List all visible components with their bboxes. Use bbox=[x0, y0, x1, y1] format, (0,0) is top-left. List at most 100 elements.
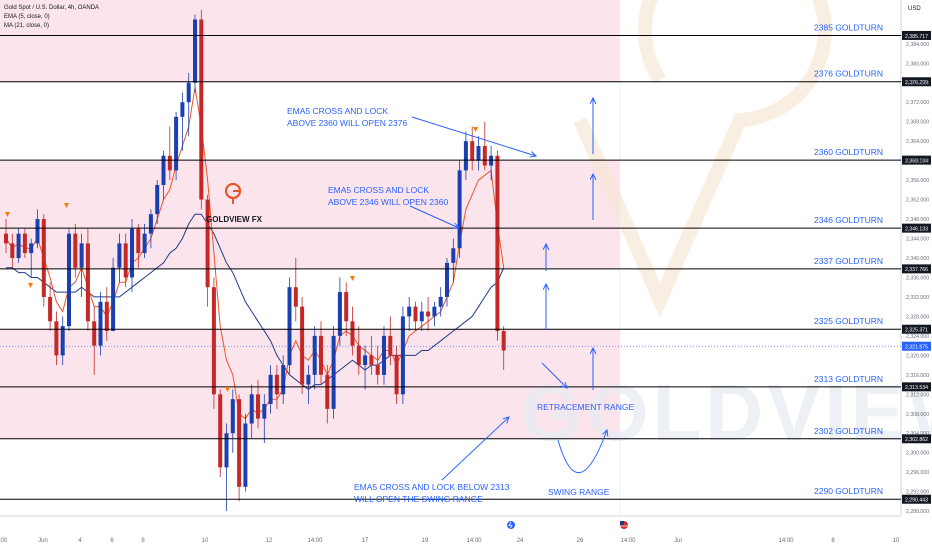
candle-body bbox=[16, 233, 21, 258]
y-tick-label: 2,288.000 bbox=[906, 509, 929, 515]
candle-body bbox=[268, 374, 273, 405]
candle bbox=[54, 311, 59, 366]
goldturn-label: 2346 GOLDTURN bbox=[814, 215, 883, 225]
x-tick-label: 14:00 bbox=[778, 538, 794, 544]
candle bbox=[407, 296, 412, 332]
candle-body bbox=[155, 184, 160, 215]
marker-triangle-5 bbox=[473, 127, 478, 132]
candle-body bbox=[262, 404, 267, 419]
candle-body bbox=[463, 141, 468, 171]
candle bbox=[117, 233, 122, 283]
annotations: GOLDVIEW FX EMA5 CROSS AND LOCK ABOVE 23… bbox=[5, 98, 634, 504]
candle bbox=[489, 146, 494, 181]
marker-triangle-3 bbox=[225, 387, 230, 392]
candle-body bbox=[205, 199, 210, 288]
goldturn-label: 2302 GOLDTURN bbox=[814, 426, 883, 436]
y-tick-label: 2,300.000 bbox=[906, 451, 929, 457]
y-tick-label: 2,364.000 bbox=[906, 139, 929, 145]
candle-body bbox=[331, 335, 336, 409]
candle bbox=[382, 326, 386, 385]
candle bbox=[35, 209, 40, 249]
candle-body bbox=[54, 321, 59, 356]
retracement-range-label: RETRACEMENT RANGE bbox=[537, 402, 634, 412]
ema-indicator-label[interactable]: EMA (5, close, 0) bbox=[4, 14, 50, 20]
goldturn-label: 2360 GOLDTURN bbox=[814, 147, 883, 157]
candle-body bbox=[48, 296, 53, 322]
candle-body bbox=[22, 233, 27, 254]
candle bbox=[167, 126, 172, 181]
level-price-tag bbox=[902, 155, 931, 165]
candle-body bbox=[400, 316, 405, 395]
candle-body bbox=[4, 233, 8, 244]
candle-body bbox=[369, 355, 374, 366]
candle-body bbox=[186, 82, 191, 103]
y-tick-label: 2,384.000 bbox=[906, 42, 929, 48]
ma-indicator-label[interactable]: MA (21, close, 0) bbox=[4, 23, 50, 29]
symbol-title[interactable]: Gold Spot / U.S. Dollar, 4h, OANDA bbox=[4, 5, 100, 11]
x-tick-label: 24 bbox=[517, 538, 524, 544]
candle bbox=[262, 394, 267, 443]
candle-body bbox=[337, 292, 342, 336]
candle-body bbox=[29, 243, 34, 254]
candle bbox=[4, 219, 8, 254]
candle-body bbox=[85, 243, 90, 322]
annotation-ema-2376-line1: EMA5 CROSS AND LOCK bbox=[287, 106, 388, 116]
zone-1 bbox=[0, 160, 620, 269]
candle-body bbox=[274, 374, 279, 395]
marker-triangle-4 bbox=[350, 276, 355, 281]
candle bbox=[325, 365, 330, 424]
x-tick-label: 14:00 bbox=[466, 538, 482, 544]
x-tick-label: 12 bbox=[266, 538, 273, 544]
level-price-tag bbox=[902, 382, 931, 392]
candle bbox=[394, 345, 399, 405]
level-price-tag bbox=[902, 324, 931, 334]
candle bbox=[16, 228, 21, 263]
candle bbox=[344, 282, 349, 336]
y-tick-label: 2,324.000 bbox=[906, 334, 929, 340]
candle bbox=[312, 326, 317, 390]
level-price-tag bbox=[902, 264, 931, 274]
candle-body bbox=[375, 365, 380, 375]
swing-curve-arrow bbox=[557, 430, 607, 473]
candle bbox=[482, 121, 487, 171]
x-tick-label: 6 bbox=[110, 538, 114, 544]
price-zones bbox=[0, 0, 621, 516]
candle bbox=[123, 233, 128, 288]
candle bbox=[438, 287, 443, 317]
candle-body bbox=[218, 394, 223, 468]
level-price-tag bbox=[902, 434, 931, 444]
candle bbox=[161, 150, 166, 200]
y-tick-label: 2,376.000 bbox=[906, 81, 929, 87]
x-tick-label: 8 bbox=[831, 538, 835, 544]
candle bbox=[79, 233, 84, 297]
candle bbox=[470, 126, 475, 171]
candle bbox=[375, 345, 380, 385]
x-tick-label: 4 bbox=[78, 538, 82, 544]
candle bbox=[445, 258, 449, 307]
y-tick-label: 2,332.000 bbox=[906, 295, 929, 301]
goldturn-label: 2325 GOLDTURN bbox=[814, 316, 883, 326]
level-price-tag bbox=[902, 77, 931, 87]
candle-body bbox=[394, 355, 399, 395]
level-price-label: 2,360.104 bbox=[905, 158, 928, 164]
candle-body bbox=[98, 301, 103, 346]
annotation-ema-2313-line2: WILL OPEN THE SWING RANGE bbox=[354, 494, 483, 504]
annotation-ema-2360-line1: EMA5 CROSS AND LOCK bbox=[328, 185, 429, 195]
candle bbox=[41, 214, 46, 307]
candle-body bbox=[287, 287, 292, 366]
candle-body bbox=[281, 365, 286, 395]
candle-body bbox=[224, 433, 229, 468]
level-price-label: 2,385.717 bbox=[905, 34, 928, 40]
y-tick-label: 2,328.000 bbox=[906, 314, 929, 320]
currency-label: USD bbox=[908, 6, 921, 12]
candle-body bbox=[312, 335, 317, 375]
watermark-group: GOLDVIEW F bbox=[520, 0, 932, 457]
candle bbox=[104, 287, 109, 341]
candle-body bbox=[501, 331, 506, 351]
candle bbox=[186, 73, 191, 137]
current-price-label: 2,321.875 bbox=[905, 345, 928, 351]
candle-body bbox=[73, 233, 78, 268]
goldturn-label: 2376 GOLDTURN bbox=[814, 69, 883, 79]
candle bbox=[29, 238, 34, 278]
